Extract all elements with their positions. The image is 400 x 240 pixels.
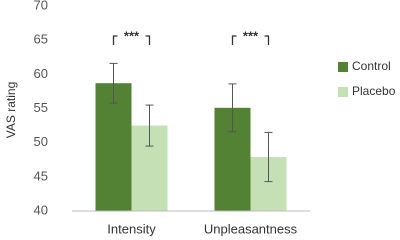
bar bbox=[95, 83, 132, 211]
significance-bracket bbox=[112, 35, 151, 45]
x-tick-label: Intensity bbox=[107, 221, 156, 236]
significance-bracket bbox=[231, 35, 270, 45]
x-tick-label: Unpleasantness bbox=[204, 221, 298, 236]
significance-label: *** bbox=[124, 28, 140, 43]
y-tick-label: 50 bbox=[34, 134, 48, 149]
legend-label: Placebo bbox=[352, 84, 396, 98]
error-bar bbox=[264, 131, 273, 183]
legend-label: Control bbox=[352, 59, 391, 73]
y-tick-label: 70 bbox=[34, 0, 48, 12]
y-tick-label: 45 bbox=[34, 168, 48, 183]
y-tick-label: 60 bbox=[34, 66, 48, 81]
legend-swatch bbox=[338, 62, 348, 72]
y-tick-label: 65 bbox=[34, 32, 48, 47]
legend-swatch bbox=[338, 87, 348, 97]
error-bar bbox=[145, 104, 154, 147]
y-tick-label: 40 bbox=[34, 202, 48, 217]
error-bar bbox=[228, 83, 237, 133]
significance-label: *** bbox=[243, 28, 259, 43]
error-bar bbox=[109, 62, 118, 104]
y-tick-label: 55 bbox=[34, 100, 48, 115]
y-axis-label: VAS rating bbox=[4, 82, 18, 138]
